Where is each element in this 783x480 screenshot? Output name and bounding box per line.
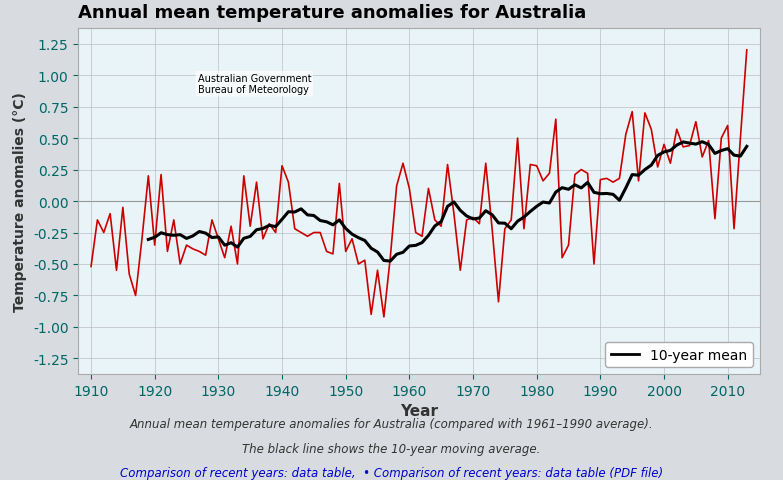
Line: 10-year mean: 10-year mean (148, 143, 747, 262)
10-year mean (742, 144, 752, 150)
Y-axis label: Temperature anomalies (°C): Temperature anomalies (°C) (13, 92, 27, 312)
Text: Comparison of recent years: data table,  • Comparison of recent years: data tabl: Comparison of recent years: data table, … (120, 466, 663, 479)
X-axis label: Year: Year (400, 404, 438, 419)
10-year mean (716, 148, 726, 154)
Text: Annual mean temperature anomalies for Australia (compared with 1961–1990 average: Annual mean temperature anomalies for Au… (130, 418, 653, 431)
10-year mean (685, 141, 695, 147)
10-year mean (252, 228, 262, 233)
Text: Annual mean temperature anomalies for Australia: Annual mean temperature anomalies for Au… (78, 4, 586, 22)
10-year mean (277, 217, 287, 223)
Legend: 10-year mean: 10-year mean (605, 342, 752, 368)
Text: The black line shows the 10-year moving average.: The black line shows the 10-year moving … (242, 442, 541, 455)
Text: Australian Government
Bureau of Meteorology: Australian Government Bureau of Meteorol… (197, 74, 311, 96)
10-year mean (411, 243, 420, 249)
